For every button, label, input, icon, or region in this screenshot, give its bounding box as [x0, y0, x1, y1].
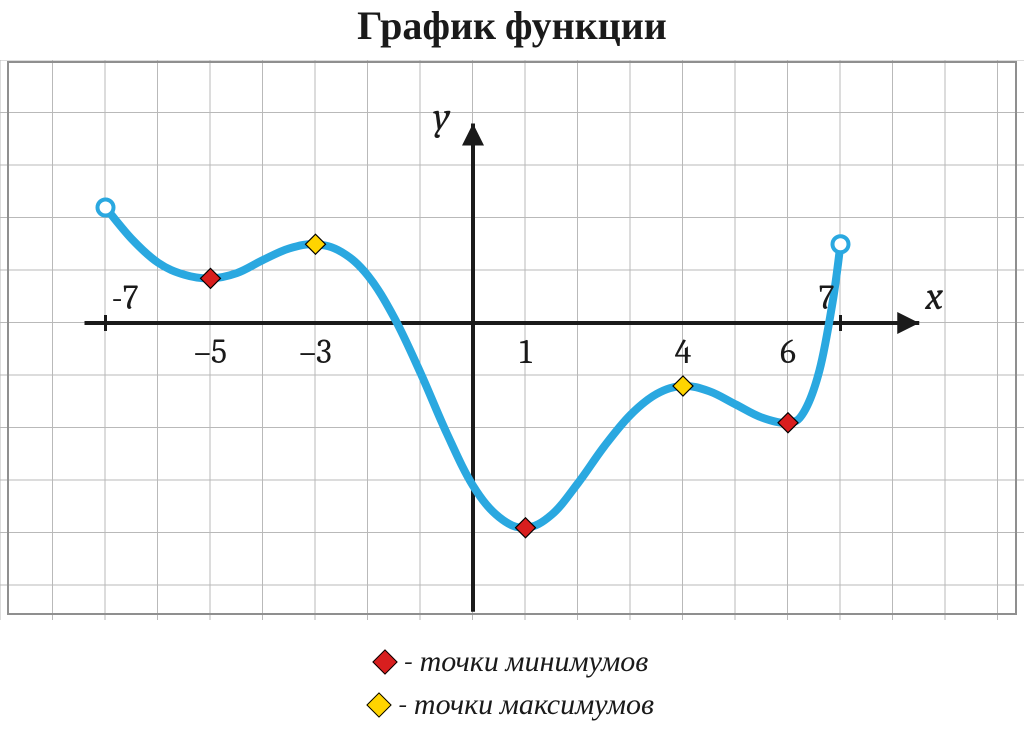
diamond-icon	[372, 649, 397, 674]
open-endpoint	[98, 200, 114, 216]
y-axis-label: y	[433, 94, 451, 140]
x-axis-label: x	[924, 273, 943, 319]
tick-label: 1	[519, 332, 532, 372]
tick-label: 4	[675, 332, 692, 372]
tick-label: -7	[112, 278, 139, 318]
chart-container: x y -7 –5 –3 1 4 67	[0, 60, 1024, 620]
function-chart: x y -7 –5 –3 1 4 67	[0, 60, 1024, 620]
open-endpoint	[833, 236, 849, 252]
legend: - точки минимумов - точки максимумов	[0, 640, 1024, 726]
tick-label: –3	[299, 332, 332, 372]
legend-item-max: - точки максимумов	[370, 687, 654, 722]
legend-label-min: - точки минимумов	[404, 644, 649, 679]
legend-label-max: - точки максимумов	[398, 687, 654, 722]
diamond-icon	[366, 692, 391, 717]
legend-item-min: - точки минимумов	[376, 644, 649, 679]
tick-label: 6	[780, 332, 796, 372]
chart-title: График функции	[0, 0, 1024, 52]
page-root: График функции x y -7 –5 –3 1 4 67 - точки мини…	[0, 0, 1024, 740]
tick-label: –5	[194, 332, 227, 372]
tick-label: 7	[819, 278, 835, 318]
chart-title-text: График функции	[357, 3, 667, 49]
